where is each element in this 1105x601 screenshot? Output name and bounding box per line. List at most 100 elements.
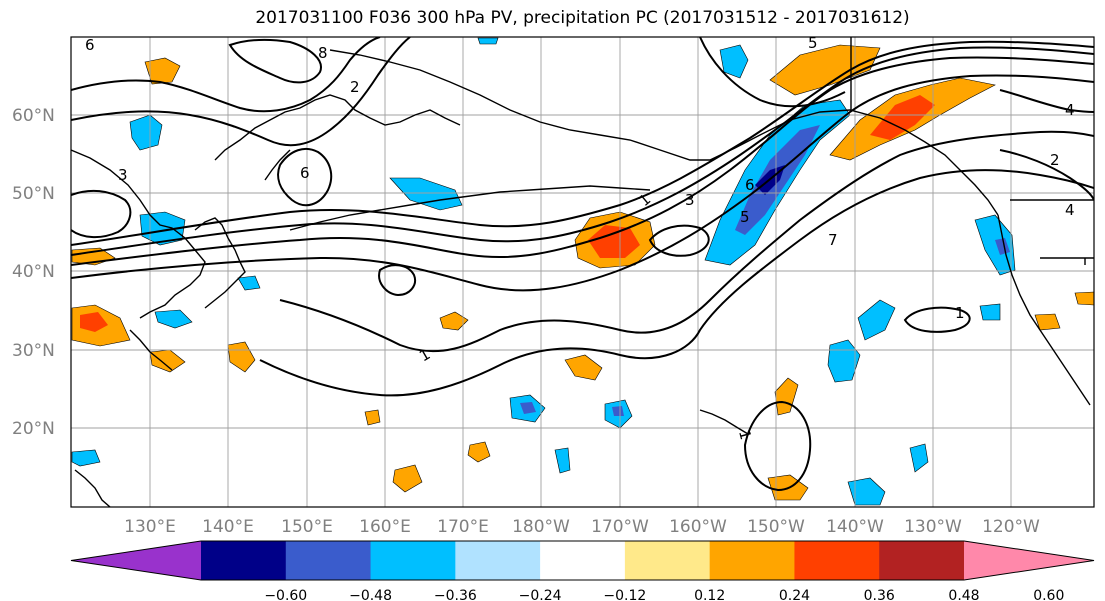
anomaly-negative (995, 238, 1010, 255)
lon-label: 130°W (904, 517, 962, 537)
anomaly-negative (857, 299, 896, 341)
anomaly-positive (774, 377, 799, 416)
lat-labels: 60°N 50°N 40°N 30°N 20°N (12, 106, 55, 439)
lat-label: 60°N (12, 106, 55, 126)
colorbar-ticks: −0.60 −0.48 −0.36 −0.24 −0.12 0.12 0.24 0.36 0.4… (264, 588, 1064, 601)
anomaly-positive (1074, 291, 1094, 306)
pv-contour (999, 149, 1094, 201)
pv-contour (648, 224, 710, 257)
anomaly-negative (979, 303, 1001, 321)
coast-aleutians (289, 185, 651, 231)
pv-contour (279, 130, 1094, 353)
contour-label: 3 (118, 166, 128, 184)
colorbar-tick-label: 0.48 (948, 588, 979, 601)
anomaly-negative (974, 214, 1016, 276)
colorbar-tick-label: −0.36 (434, 588, 477, 601)
contour-label: 4 (1065, 201, 1075, 219)
contour-label: 4 (1065, 101, 1075, 119)
pv-contour (259, 169, 1094, 397)
anomaly-negative (554, 447, 571, 474)
coast-alaska (329, 49, 999, 216)
lon-label: 130°E (124, 517, 176, 537)
coast-philippines (74, 469, 111, 507)
colorbar-bin (709, 541, 795, 580)
pv-contour (71, 40, 1094, 246)
coast-kamchatka (214, 94, 461, 181)
lon-label: 150°E (281, 517, 333, 537)
lat-label: 30°N (12, 341, 55, 361)
anomaly-negative (827, 339, 861, 383)
colorbar (70, 540, 1095, 581)
anomaly-negative (237, 275, 261, 291)
anomaly-positive (870, 95, 935, 140)
anomaly-positive (392, 464, 423, 493)
anomaly-negative (477, 37, 499, 45)
colorbar-tick-label: −0.12 (603, 588, 646, 601)
colorbar-tick-label: 0.12 (694, 588, 725, 601)
lon-label: 170°W (591, 517, 649, 537)
colorbar-tick-label: −0.60 (264, 588, 307, 601)
lon-label: 180°W (512, 517, 570, 537)
contour-label: 3 (685, 191, 695, 209)
anomaly-positive (364, 409, 381, 426)
pv-contour (71, 37, 411, 147)
anomaly-positive (227, 341, 256, 373)
pv-contour (71, 37, 381, 113)
lat-label: 20°N (12, 419, 55, 439)
anomaly-negative (139, 211, 186, 246)
anomaly-negative (612, 406, 624, 416)
colorbar-tick-label: −0.48 (349, 588, 392, 601)
pv-contour (277, 147, 333, 207)
border-canada-us (1010, 199, 1094, 265)
pv-contour (378, 264, 416, 297)
anomaly-positive (588, 225, 640, 258)
colorbar-bin (794, 541, 880, 580)
colorbar-extend-low (71, 541, 201, 580)
colorbar-tick-label: 0.60 (1033, 588, 1064, 601)
map-frame (70, 36, 1095, 508)
anomaly-negative (71, 449, 101, 467)
pv-contours (71, 37, 1094, 492)
anomaly-negative (389, 177, 463, 211)
lon-label: 140°E (202, 517, 254, 537)
pv-contour (903, 306, 971, 333)
lon-labels: 130°E 140°E 150°E 160°E 170°E 180°W 170°… (124, 517, 1040, 537)
lon-label: 170°E (437, 517, 489, 537)
colorbar-tick-label: 0.36 (864, 588, 895, 601)
pv-contour (71, 74, 1094, 292)
contour-label: 6 (85, 36, 95, 54)
contour-label: 6 (300, 164, 310, 182)
colorbar-bin (370, 541, 456, 580)
anomaly-positive (80, 312, 108, 332)
contour-label: 5 (808, 34, 818, 52)
contour-label: 5 (740, 208, 750, 226)
anomaly-positive (1034, 313, 1061, 331)
anomaly-negative (909, 443, 929, 473)
contour-label: 8 (318, 44, 328, 62)
coast-na-west (997, 214, 1091, 406)
colorbar-bin (624, 541, 711, 580)
contour-label: 7 (828, 231, 838, 249)
anomaly-positive (467, 441, 491, 463)
contour-label: 6 (745, 176, 755, 194)
pv-contour (999, 89, 1094, 113)
colorbar-bin (540, 541, 626, 580)
gridlines (71, 37, 1094, 507)
contour-label: 1 (955, 304, 965, 322)
lon-label: 160°W (669, 517, 727, 537)
colorbar-bin (879, 541, 965, 580)
map-panel: 1 1 1 1 2 2 3 3 4 4 5 5 6 6 6 7 8 (71, 34, 1094, 507)
colorbar-outline (70, 540, 1095, 581)
colorbar-bin (455, 541, 541, 580)
colorbar-tick-label: 0.24 (779, 588, 810, 601)
pv-contour (743, 400, 812, 492)
anomaly-negative (719, 44, 749, 79)
anomaly-negative (154, 309, 193, 329)
contour-label: 2 (1050, 151, 1060, 169)
precip-shading (71, 37, 1094, 506)
coast-hawaii (699, 409, 749, 435)
anomaly-positive (564, 354, 603, 381)
colorbar-tick-label: −0.24 (519, 588, 562, 601)
lat-label: 40°N (12, 262, 55, 282)
